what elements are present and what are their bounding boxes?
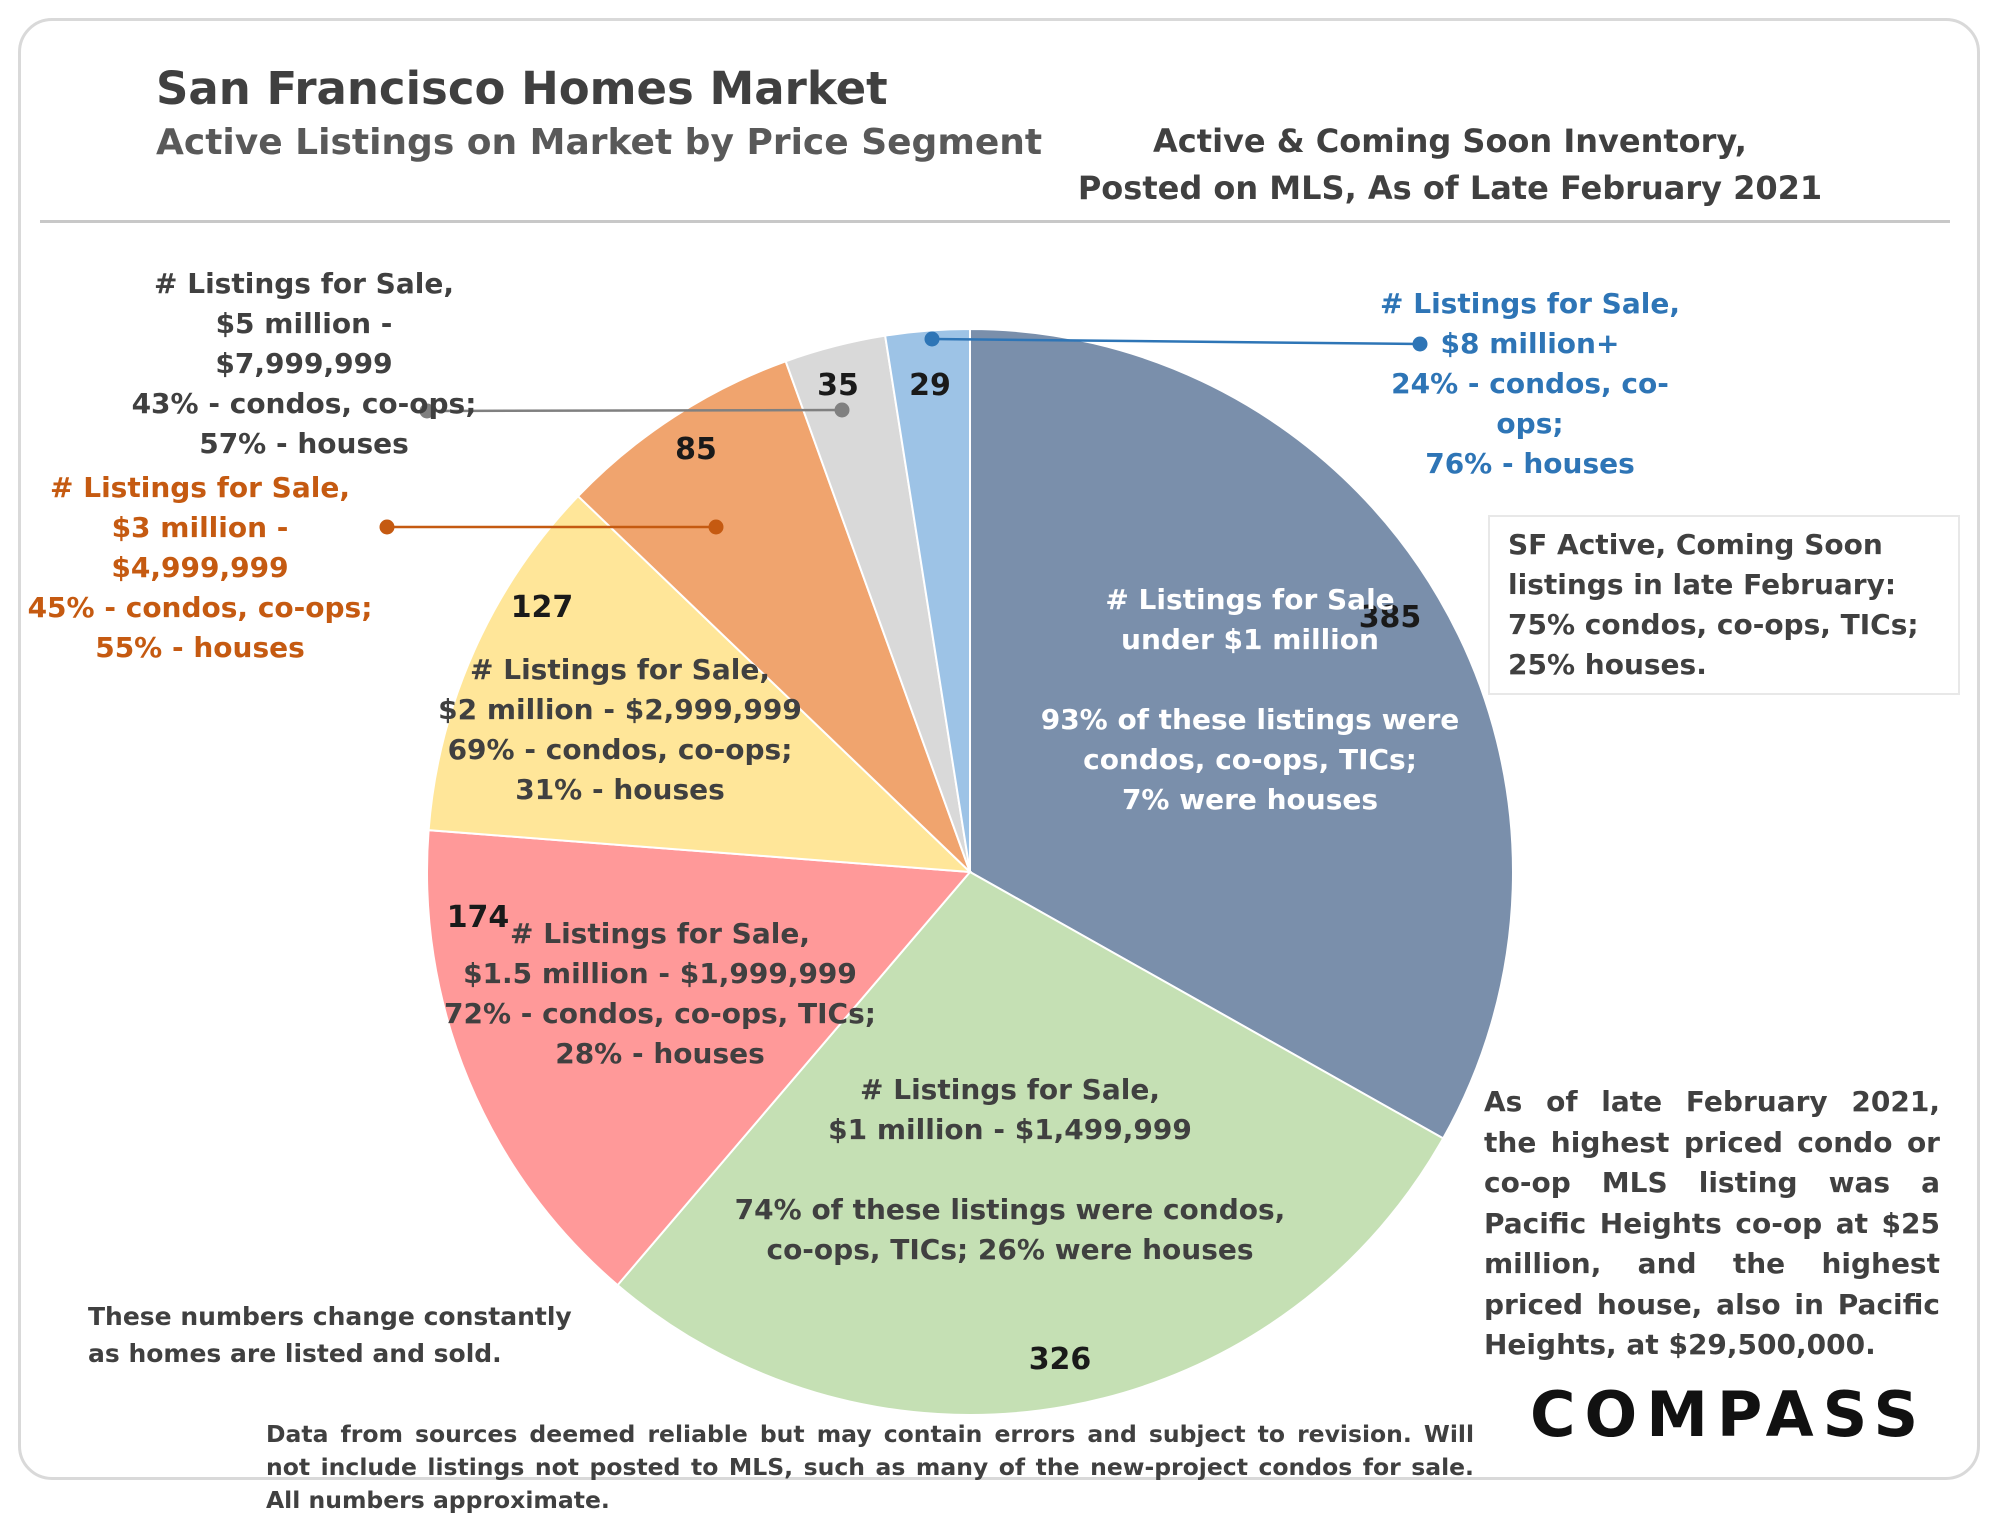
slice-3m-5m xyxy=(576,359,971,873)
label-line: 28% - houses xyxy=(555,1037,765,1070)
slice-1m-1-5m xyxy=(616,870,1445,1417)
label-line: # Listings for Sale, xyxy=(860,1073,1160,1106)
value-label-2m-3m: 127 xyxy=(510,590,574,625)
slice-label-2m-3m: # Listings for Sale, $2 million - $2,999,… xyxy=(420,650,820,810)
annotation-note: As of late February 2021, the highest pr… xyxy=(1484,1085,1940,1361)
footnote: These numbers change constantly as homes… xyxy=(88,1302,572,1368)
leader-line-8m-plus-dot xyxy=(1412,336,1428,352)
value-label-under-1m: 385 xyxy=(1358,600,1422,635)
slice-label-1m-1-5m: # Listings for Sale, $1 million - $1,499,… xyxy=(720,1070,1300,1270)
label-line: $8 million+ xyxy=(1440,327,1620,360)
label-line: # Listings for Sale, xyxy=(50,471,350,504)
leader-line-8m-plus-dot xyxy=(924,331,940,347)
slice-label-1-5m-2m: # Listings for Sale, $1.5 million - $1,99… xyxy=(440,914,880,1074)
value-label-5m-8m: 35 xyxy=(817,368,859,403)
label-line: 72% - condos, co-ops, TICs; xyxy=(444,997,876,1030)
leader-line-3m-5m-dot xyxy=(379,519,395,535)
label-line: 43% - condos, co-ops; xyxy=(131,387,477,420)
label-line: $3 million - $4,999,999 xyxy=(111,511,289,584)
label-line: 55% - houses xyxy=(95,631,305,664)
label-line: 69% - condos, co-ops; xyxy=(447,733,793,766)
value-label-1-5m-2m: 174 xyxy=(446,900,510,935)
annotation-box: SF Active, Coming Soon listings in late … xyxy=(1488,515,1960,695)
label-line: 45% - condos, co-ops; xyxy=(27,591,373,624)
label-line: 57% - houses xyxy=(199,427,409,460)
value-label-1m-1-5m: 326 xyxy=(1028,1342,1092,1377)
slice-1-5m-2m xyxy=(426,829,973,1287)
leader-line-5m-8m-dot xyxy=(834,402,850,418)
leader-line-3m-5m-dot xyxy=(708,519,724,535)
leader-line-5m-8m xyxy=(426,408,843,413)
value-label-3m-5m: 85 xyxy=(675,432,717,467)
label-line: 7% were houses xyxy=(1121,783,1379,816)
label-line: condos, co-ops, TICs; xyxy=(1083,743,1417,776)
label-line xyxy=(720,1150,1300,1190)
slice-under-1m xyxy=(969,327,1514,1140)
slice-2m-3m xyxy=(427,494,973,874)
label-line: $5 million - $7,999,999 xyxy=(215,307,393,380)
label-line: # Listings for Sale, xyxy=(1380,287,1680,320)
compass-logo: COMPASS xyxy=(1530,1378,1928,1451)
inventory-note-line-2: Posted on MLS, As of Late February 2021 xyxy=(1077,169,1823,207)
chart-title: San Francisco Homes Market xyxy=(156,62,888,115)
source-note: Data from sources deemed reliable but ma… xyxy=(266,1420,1474,1514)
chart-subtitle: Active Listings on Market by Price Segme… xyxy=(156,122,1043,163)
label-line: 31% - houses xyxy=(515,773,725,806)
chart-frame xyxy=(18,18,1980,1480)
slice-label-under-1m: # Listings for Sale under $1 million 93% o… xyxy=(990,580,1510,820)
label-line: # Listings for Sale, xyxy=(470,653,770,686)
label-line: # Listings for Sale xyxy=(1105,583,1395,616)
slice-label-8m-plus: # Listings for Sale, $8 million+ 24% - con… xyxy=(1360,284,1700,484)
slice-label-3m-5m: # Listings for Sale, $3 million - $4,999,… xyxy=(20,468,380,668)
label-line xyxy=(990,660,1510,700)
label-line: $2 million - $2,999,999 xyxy=(438,693,802,726)
label-line: 76% - houses xyxy=(1425,447,1635,480)
slice-label-5m-8m: # Listings for Sale, $5 million - $7,999,… xyxy=(124,264,484,464)
label-line: co-ops, TICs; 26% were houses xyxy=(766,1233,1254,1266)
label-line: # Listings for Sale, xyxy=(510,917,810,950)
value-label-8m-plus: 29 xyxy=(909,368,951,403)
label-line: 74% of these listings were condos, xyxy=(734,1193,1286,1226)
label-line: $1.5 million - $1,999,999 xyxy=(463,957,857,990)
label-line: # Listings for Sale, xyxy=(154,267,454,300)
label-line: 93% of these listings were xyxy=(1040,703,1460,736)
inventory-note: Active & Coming Soon Inventory, Posted o… xyxy=(1040,118,1860,212)
leader-line-5m-8m-dot xyxy=(419,403,435,419)
inventory-note-line-1: Active & Coming Soon Inventory, xyxy=(1153,122,1747,160)
label-line: under $1 million xyxy=(1121,623,1379,656)
slice-8m-plus xyxy=(883,327,971,873)
header-divider xyxy=(40,220,1950,223)
leader-line-8m-plus xyxy=(931,337,1421,346)
label-line: $1 million - $1,499,999 xyxy=(828,1113,1192,1146)
label-line: 24% - condos, co-ops; xyxy=(1391,367,1669,440)
